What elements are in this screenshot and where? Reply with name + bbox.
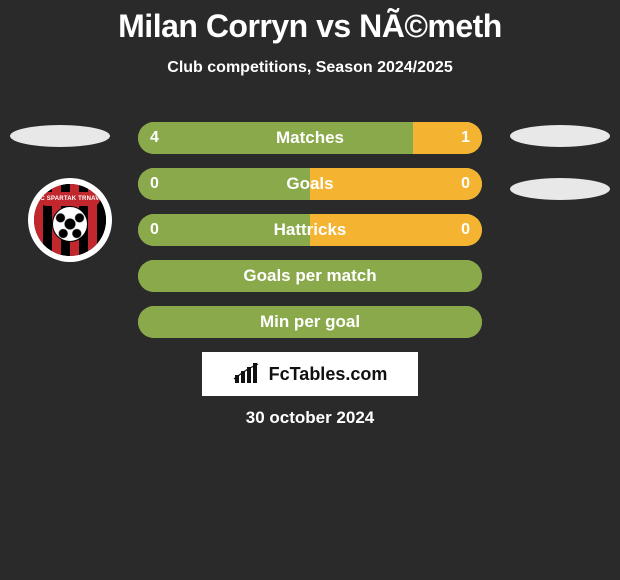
stat-bar-left-fill	[138, 260, 482, 292]
club-crest-inner: FC SPARTAK TRNAVA	[34, 184, 106, 256]
avatar-placeholder-left	[10, 125, 110, 147]
stat-bar: 41Matches	[138, 122, 482, 154]
stat-bar-right-fill	[413, 122, 482, 154]
bars-icon	[233, 363, 261, 385]
page-title: Milan Corryn vs NÃ©meth	[0, 0, 620, 45]
stat-bar: Goals per match	[138, 260, 482, 292]
club-crest: FC SPARTAK TRNAVA	[28, 178, 112, 262]
comparison-card: Milan Corryn vs NÃ©meth Club competition…	[0, 0, 620, 580]
stat-bar-left-fill	[138, 122, 413, 154]
watermark: FcTables.com	[202, 352, 418, 396]
stat-bar: 00Hattricks	[138, 214, 482, 246]
crest-band: FC SPARTAK TRNAVA	[40, 192, 100, 206]
avatar-placeholder-right-2	[510, 178, 610, 200]
soccer-ball-icon	[52, 206, 88, 242]
stat-bar: 00Goals	[138, 168, 482, 200]
stat-bar-left-fill	[138, 214, 310, 246]
comparison-bars: 41Matches 00Goals 00Hattricks Goals per mat…	[138, 122, 482, 352]
stat-bar-right-fill	[310, 214, 482, 246]
stat-bar: Min per goal	[138, 306, 482, 338]
date-text: 30 october 2024	[0, 408, 620, 428]
stat-bar-left-fill	[138, 168, 310, 200]
stat-bar-left-fill	[138, 306, 482, 338]
avatar-placeholder-right-1	[510, 125, 610, 147]
subtitle: Club competitions, Season 2024/2025	[0, 59, 620, 77]
stat-bar-right-fill	[310, 168, 482, 200]
watermark-text: FcTables.com	[269, 364, 388, 385]
